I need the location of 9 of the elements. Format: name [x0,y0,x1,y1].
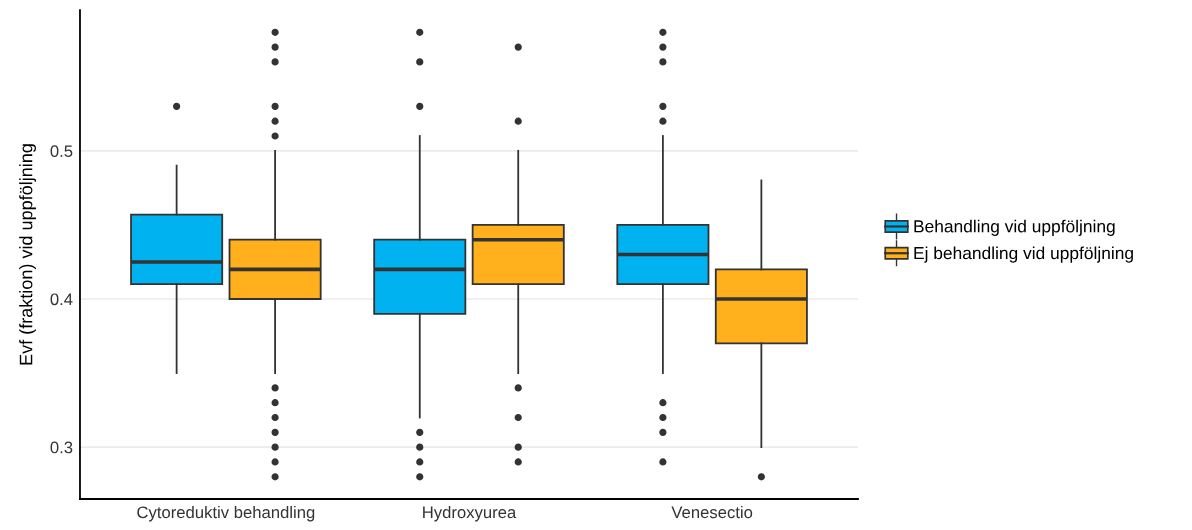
x-tick-label: Cytoreduktiv behandling [137,505,315,522]
x-tick-label: Hydroxyurea [423,505,517,522]
legend-label: Behandling vid uppföljning [914,219,1115,236]
y-tick-label: 0.5 [50,145,73,158]
y-axis-title: Evf (fraktion) vid uppföljning [19,144,36,365]
legend-label: Ej behandling vid uppföljning [914,246,1133,263]
x-tick-label: Venesectio [671,505,753,519]
y-tick-label: 0.3 [50,441,73,454]
y-tick-label: 0.4 [50,293,73,306]
